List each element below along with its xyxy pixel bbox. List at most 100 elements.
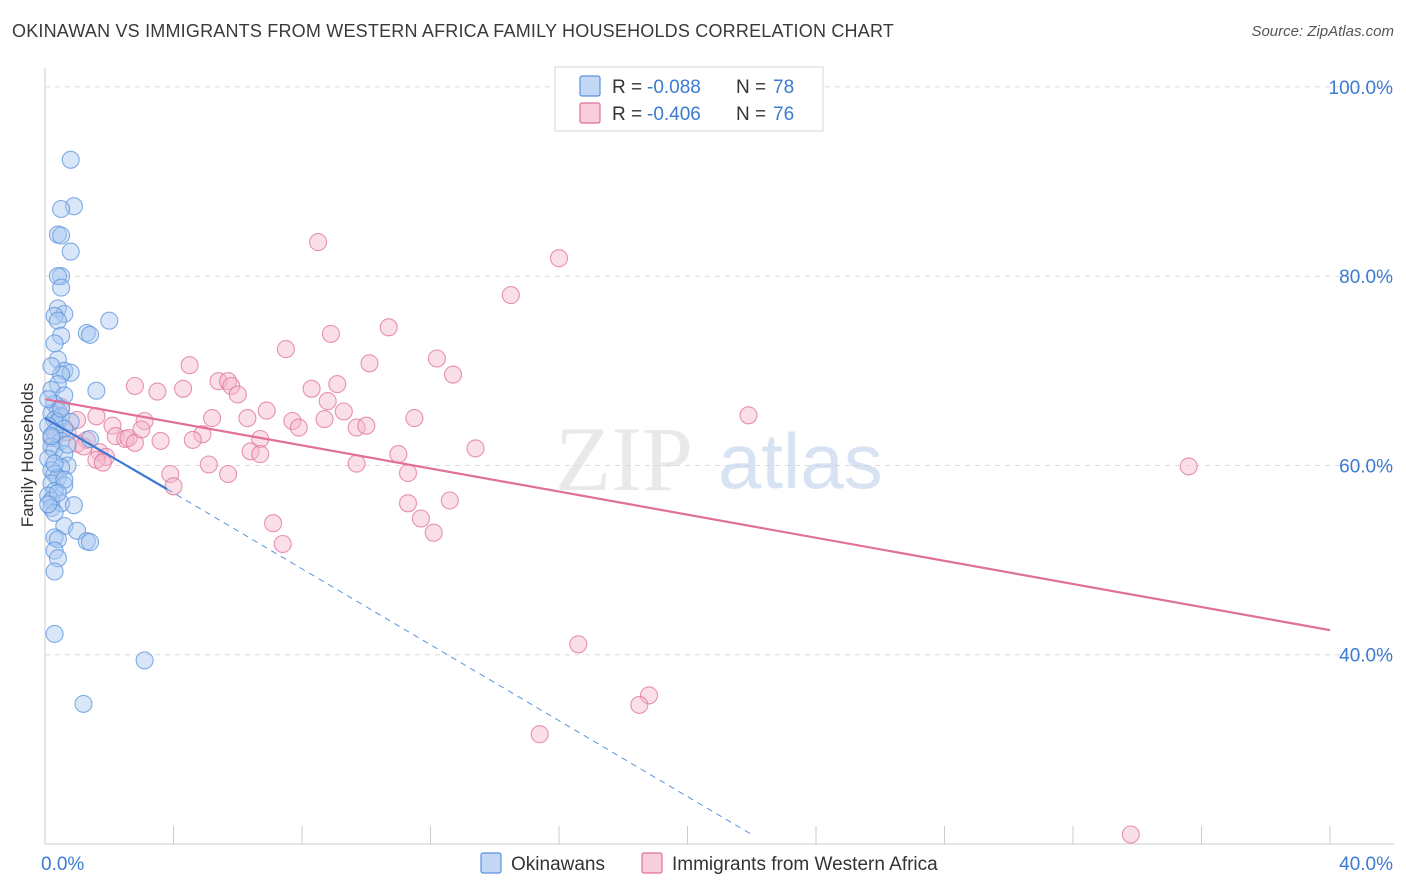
western-africa-point — [132, 420, 151, 439]
western-africa-point — [93, 453, 112, 472]
western-africa-point — [443, 365, 463, 384]
western-africa-point — [321, 324, 340, 343]
okinawans-point — [52, 199, 71, 219]
western-africa-point — [183, 430, 202, 449]
western-africa-point — [328, 375, 347, 394]
western-africa-point — [125, 376, 144, 396]
source-label: Source: ZipAtlas.com — [1251, 23, 1394, 40]
bottom-legend-swatch-okinawans — [480, 852, 502, 874]
okinawans-point — [61, 150, 80, 169]
chart-title: OKINAWAN VS IMMIGRANTS FROM WESTERN AFRI… — [12, 21, 895, 41]
y-tick-labels: 40.0% 60.0% 80.0% 100.0% — [1329, 78, 1394, 667]
okinawans-point — [61, 242, 80, 261]
okinawans-point — [52, 326, 71, 345]
okinawans-trend-line — [44, 417, 168, 491]
y-tick-label: 60.0% — [1339, 456, 1393, 477]
western-africa-point — [273, 534, 292, 554]
western-africa-point — [199, 455, 218, 474]
western-africa-point — [251, 445, 270, 464]
okinawans-trend-extension — [166, 488, 753, 835]
legend-r-label-2: R = — [612, 104, 642, 125]
okinawans-point — [45, 528, 64, 547]
okinawans-point — [74, 694, 93, 713]
series-okinawans-points — [39, 150, 154, 713]
okinawans-point — [61, 412, 80, 431]
okinawans-point — [135, 651, 154, 670]
okinawans-point — [80, 533, 100, 552]
y-tick-label: 80.0% — [1339, 267, 1393, 288]
western-africa-point — [302, 379, 321, 398]
western-africa-point — [739, 406, 758, 425]
okinawans-point — [87, 381, 106, 400]
western-africa-point — [549, 249, 569, 268]
western-africa-point — [1121, 825, 1140, 844]
okinawans-point — [55, 470, 74, 489]
okinawans-point — [42, 357, 61, 376]
western-africa-point — [151, 431, 170, 450]
western-africa-point — [148, 382, 167, 401]
western-africa-point — [315, 410, 334, 429]
western-africa-point — [530, 725, 549, 744]
western-africa-point — [203, 409, 222, 428]
western-africa-point — [466, 439, 485, 458]
legend-r-value-2: -0.406 — [647, 104, 701, 125]
x-tick-label-max: 40.0% — [1339, 854, 1393, 875]
y-tick-label: 100.0% — [1329, 78, 1394, 99]
okinawans-point — [77, 323, 96, 343]
western-africa-point — [289, 418, 308, 437]
okinawans-point — [39, 495, 58, 514]
watermark-atlas: atlas — [718, 417, 883, 505]
okinawans-point — [58, 435, 77, 454]
western-africa-point — [389, 445, 408, 464]
western-africa-point — [276, 340, 295, 359]
okinawans-point — [52, 226, 71, 245]
western-africa-point — [193, 425, 212, 444]
okinawans-point — [52, 278, 71, 297]
western-africa-point — [398, 494, 418, 513]
bottom-legend-label-western-africa: Immigrants from Western Africa — [672, 854, 938, 875]
legend-n-label-2: N = — [736, 104, 766, 125]
western-africa-point — [309, 233, 328, 252]
western-africa-point — [405, 409, 424, 428]
watermark-zip: ZIP — [555, 408, 693, 510]
legend-r-label-1: R = — [612, 77, 642, 98]
okinawans-point — [45, 624, 64, 643]
okinawans-point — [64, 496, 83, 515]
okinawans-point — [45, 454, 64, 473]
western-africa-point — [257, 401, 276, 420]
western-africa-point — [334, 402, 353, 421]
trend-lines — [44, 398, 1331, 835]
western-africa-trend-line — [44, 398, 1331, 632]
legend-swatch-okinawans — [579, 75, 601, 97]
western-africa-point — [357, 416, 376, 435]
western-africa-point — [411, 509, 430, 528]
western-africa-point — [501, 286, 520, 305]
western-africa-point — [318, 392, 337, 411]
western-africa-point — [238, 409, 257, 428]
okinawans-point — [48, 530, 67, 549]
okinawans-point — [45, 334, 64, 353]
okinawans-point — [80, 325, 100, 344]
legend-swatch-western-africa — [579, 102, 601, 124]
western-africa-point — [283, 411, 302, 431]
legend-n-value-1: 78 — [773, 77, 794, 98]
western-africa-point — [440, 491, 459, 510]
western-africa-point — [219, 372, 238, 391]
western-africa-point — [379, 318, 398, 337]
western-africa-point — [630, 695, 649, 714]
correlation-legend: R = -0.088 N = 78 R = -0.406 N = 76 — [554, 66, 824, 132]
okinawans-point — [45, 562, 64, 581]
western-africa-point — [569, 635, 588, 654]
western-africa-point — [228, 385, 247, 404]
okinawans-point — [48, 311, 67, 330]
okinawans-point — [55, 476, 74, 495]
western-africa-point — [219, 464, 238, 484]
x-tick-labels: 0.0% 40.0% — [41, 854, 1393, 875]
western-africa-point — [180, 356, 199, 375]
western-africa-point — [360, 354, 379, 373]
bottom-legend-label-okinawans: Okinawans — [511, 854, 605, 875]
legend-r-value-1: -0.088 — [647, 77, 701, 98]
series-western-africa-points — [45, 233, 1198, 844]
legend-n-label-1: N = — [736, 77, 766, 98]
